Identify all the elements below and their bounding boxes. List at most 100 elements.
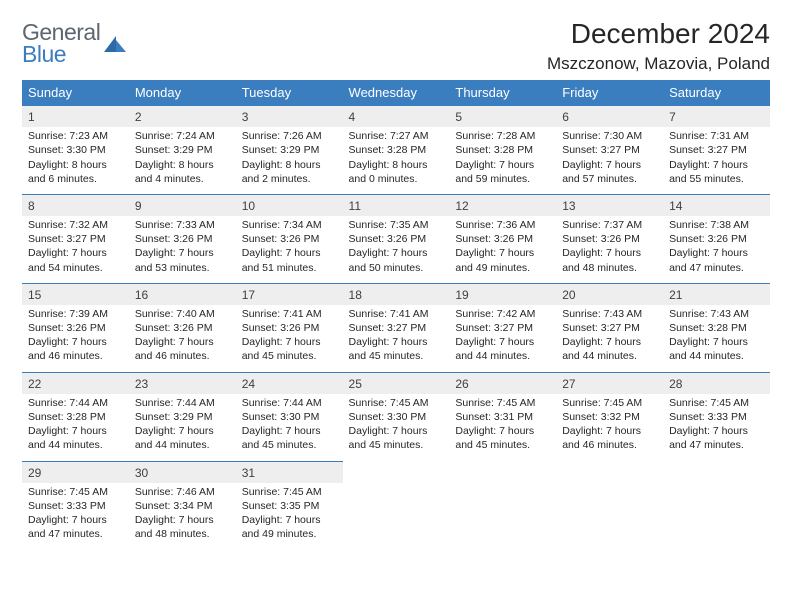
calendar-day-cell: 28Sunrise: 7:45 AMSunset: 3:33 PMDayligh… (663, 372, 770, 461)
calendar-week-row: 22Sunrise: 7:44 AMSunset: 3:28 PMDayligh… (22, 372, 770, 461)
day-ss: Sunset: 3:28 PM (669, 321, 764, 335)
day-body: Sunrise: 7:44 AMSunset: 3:29 PMDaylight:… (129, 394, 236, 461)
day-d1: Daylight: 7 hours (669, 158, 764, 172)
day-number: 28 (663, 372, 770, 394)
day-ss: Sunset: 3:27 PM (28, 232, 123, 246)
day-d2: and 49 minutes. (242, 527, 337, 541)
day-number: 23 (129, 372, 236, 394)
calendar-day-cell: 6Sunrise: 7:30 AMSunset: 3:27 PMDaylight… (556, 105, 663, 194)
day-body: Sunrise: 7:41 AMSunset: 3:27 PMDaylight:… (343, 305, 450, 372)
day-d2: and 55 minutes. (669, 172, 764, 186)
day-d1: Daylight: 7 hours (135, 246, 230, 260)
day-d1: Daylight: 7 hours (135, 335, 230, 349)
calendar-day-cell: 19Sunrise: 7:42 AMSunset: 3:27 PMDayligh… (449, 283, 556, 372)
day-sr: Sunrise: 7:44 AM (135, 396, 230, 410)
day-sr: Sunrise: 7:43 AM (562, 307, 657, 321)
day-ss: Sunset: 3:30 PM (349, 410, 444, 424)
day-number: 14 (663, 194, 770, 216)
calendar-table: Sunday Monday Tuesday Wednesday Thursday… (22, 80, 770, 549)
day-sr: Sunrise: 7:45 AM (562, 396, 657, 410)
calendar-day-cell: 10Sunrise: 7:34 AMSunset: 3:26 PMDayligh… (236, 194, 343, 283)
day-number: 10 (236, 194, 343, 216)
calendar-day-cell: 8 Sunrise: 7:32 AMSunset: 3:27 PMDaylight… (22, 194, 129, 283)
day-ss: Sunset: 3:29 PM (242, 143, 337, 157)
day-d1: Daylight: 7 hours (28, 335, 123, 349)
calendar-day-cell: 4Sunrise: 7:27 AMSunset: 3:28 PMDaylight… (343, 105, 450, 194)
day-sr: Sunrise: 7:44 AM (242, 396, 337, 410)
day-ss: Sunset: 3:33 PM (669, 410, 764, 424)
day-ss: Sunset: 3:30 PM (242, 410, 337, 424)
day-d1: Daylight: 7 hours (28, 246, 123, 260)
day-body: Sunrise: 7:38 AMSunset: 3:26 PMDaylight:… (663, 216, 770, 283)
day-d2: and 45 minutes. (349, 349, 444, 363)
day-body: Sunrise: 7:40 AMSunset: 3:26 PMDaylight:… (129, 305, 236, 372)
day-d2: and 45 minutes. (455, 438, 550, 452)
day-d2: and 48 minutes. (562, 261, 657, 275)
day-number: 8 (22, 194, 129, 216)
day-d1: Daylight: 8 hours (349, 158, 444, 172)
day-body: Sunrise: 7:43 AMSunset: 3:28 PMDaylight:… (663, 305, 770, 372)
day-d2: and 6 minutes. (28, 172, 123, 186)
calendar-day-cell: 7Sunrise: 7:31 AMSunset: 3:27 PMDaylight… (663, 105, 770, 194)
day-d1: Daylight: 7 hours (135, 513, 230, 527)
day-sr: Sunrise: 7:23 AM (28, 129, 123, 143)
day-ss: Sunset: 3:29 PM (135, 143, 230, 157)
day-number: 17 (236, 283, 343, 305)
calendar-week-row: 29Sunrise: 7:45 AMSunset: 3:33 PMDayligh… (22, 461, 770, 550)
day-body: Sunrise: 7:24 AMSunset: 3:29 PMDaylight:… (129, 127, 236, 194)
day-sr: Sunrise: 7:32 AM (28, 218, 123, 232)
day-body: Sunrise: 7:45 AMSunset: 3:33 PMDaylight:… (22, 483, 129, 550)
day-ss: Sunset: 3:27 PM (562, 143, 657, 157)
day-d2: and 53 minutes. (135, 261, 230, 275)
day-ss: Sunset: 3:30 PM (28, 143, 123, 157)
month-title: December 2024 (547, 18, 770, 50)
calendar-day-cell: 14Sunrise: 7:38 AMSunset: 3:26 PMDayligh… (663, 194, 770, 283)
title-block: December 2024 Mszczonow, Mazovia, Poland (547, 18, 770, 74)
day-body: Sunrise: 7:45 AMSunset: 3:30 PMDaylight:… (343, 394, 450, 461)
day-ss: Sunset: 3:26 PM (455, 232, 550, 246)
day-d1: Daylight: 7 hours (562, 246, 657, 260)
day-d1: Daylight: 7 hours (455, 158, 550, 172)
day-number: 31 (236, 461, 343, 483)
day-sr: Sunrise: 7:37 AM (562, 218, 657, 232)
day-d1: Daylight: 7 hours (349, 335, 444, 349)
day-sr: Sunrise: 7:36 AM (455, 218, 550, 232)
day-d1: Daylight: 7 hours (455, 424, 550, 438)
day-ss: Sunset: 3:27 PM (669, 143, 764, 157)
calendar-day-cell: 11Sunrise: 7:35 AMSunset: 3:26 PMDayligh… (343, 194, 450, 283)
day-d2: and 57 minutes. (562, 172, 657, 186)
day-number: 7 (663, 105, 770, 127)
day-sr: Sunrise: 7:44 AM (28, 396, 123, 410)
calendar-day-cell: 13Sunrise: 7:37 AMSunset: 3:26 PMDayligh… (556, 194, 663, 283)
day-d2: and 47 minutes. (669, 261, 764, 275)
calendar-day-cell: 15Sunrise: 7:39 AMSunset: 3:26 PMDayligh… (22, 283, 129, 372)
day-body: Sunrise: 7:35 AMSunset: 3:26 PMDaylight:… (343, 216, 450, 283)
day-sr: Sunrise: 7:24 AM (135, 129, 230, 143)
col-saturday: Saturday (663, 80, 770, 105)
day-header-row: Sunday Monday Tuesday Wednesday Thursday… (22, 80, 770, 105)
day-d1: Daylight: 7 hours (669, 246, 764, 260)
day-d2: and 44 minutes. (135, 438, 230, 452)
calendar-day-cell (663, 461, 770, 550)
calendar-day-cell: 20Sunrise: 7:43 AMSunset: 3:27 PMDayligh… (556, 283, 663, 372)
day-number: 9 (129, 194, 236, 216)
col-tuesday: Tuesday (236, 80, 343, 105)
day-d1: Daylight: 7 hours (562, 158, 657, 172)
calendar-day-cell: 25Sunrise: 7:45 AMSunset: 3:30 PMDayligh… (343, 372, 450, 461)
day-body: Sunrise: 7:28 AMSunset: 3:28 PMDaylight:… (449, 127, 556, 194)
day-d2: and 45 minutes. (349, 438, 444, 452)
day-d2: and 59 minutes. (455, 172, 550, 186)
day-number: 4 (343, 105, 450, 127)
calendar-day-cell: 2Sunrise: 7:24 AMSunset: 3:29 PMDaylight… (129, 105, 236, 194)
day-d2: and 47 minutes. (669, 438, 764, 452)
day-d1: Daylight: 7 hours (28, 424, 123, 438)
calendar-day-cell: 29Sunrise: 7:45 AMSunset: 3:33 PMDayligh… (22, 461, 129, 550)
day-ss: Sunset: 3:31 PM (455, 410, 550, 424)
calendar-week-row: 8Sunrise: 7:32 AMSunset: 3:27 PMDaylight… (22, 194, 770, 283)
calendar-day-cell: 22Sunrise: 7:44 AMSunset: 3:28 PMDayligh… (22, 372, 129, 461)
location-subtitle: Mszczonow, Mazovia, Poland (547, 54, 770, 74)
day-number: 5 (449, 105, 556, 127)
day-ss: Sunset: 3:34 PM (135, 499, 230, 513)
day-d1: Daylight: 8 hours (242, 158, 337, 172)
day-d1: Daylight: 7 hours (242, 424, 337, 438)
